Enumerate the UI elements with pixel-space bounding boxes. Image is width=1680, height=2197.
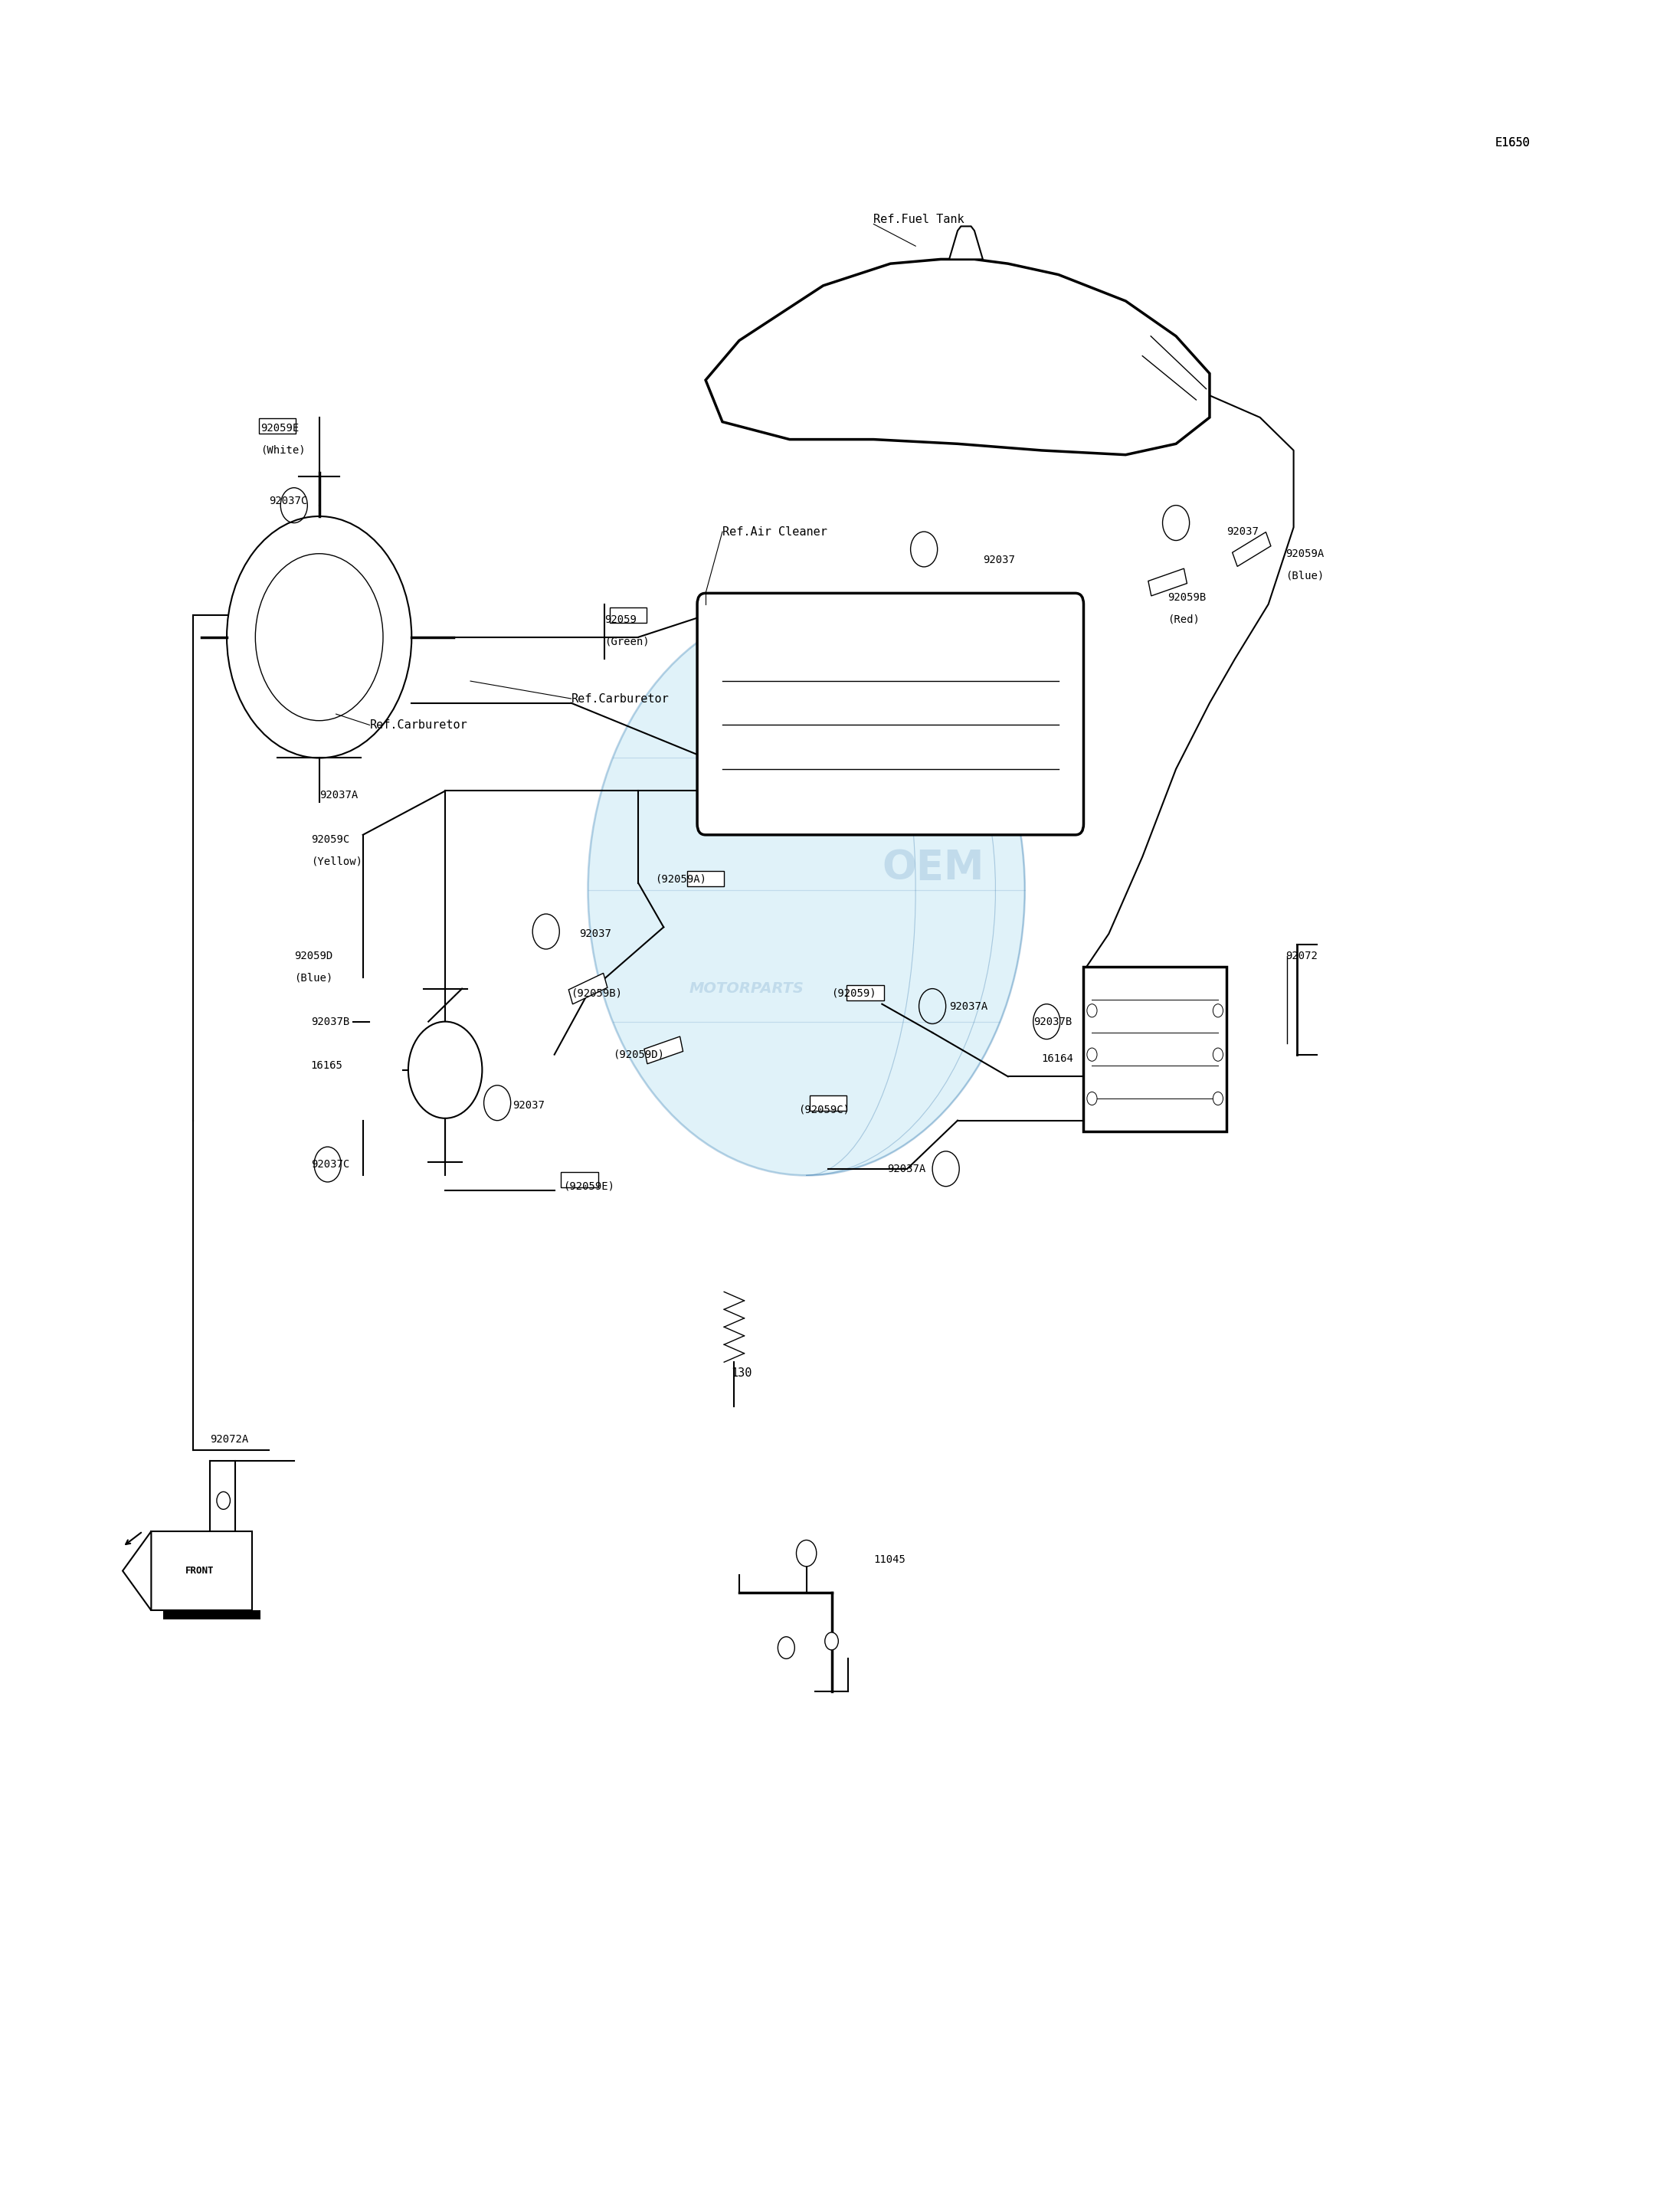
Circle shape	[1213, 1048, 1223, 1061]
Text: MOTORPARTS: MOTORPARTS	[689, 982, 803, 995]
Text: E1650: E1650	[1495, 136, 1530, 149]
Circle shape	[825, 1632, 838, 1650]
Circle shape	[227, 516, 412, 758]
Text: 92037: 92037	[512, 1101, 544, 1109]
Text: OEM: OEM	[882, 848, 984, 888]
Text: 11045: 11045	[874, 1555, 906, 1564]
Text: FRONT: FRONT	[185, 1566, 215, 1575]
Text: 92059C: 92059C	[311, 835, 349, 844]
Circle shape	[778, 1637, 795, 1659]
Circle shape	[1087, 1092, 1097, 1105]
Text: 92059E: 92059E	[260, 424, 299, 433]
Text: 16165: 16165	[311, 1061, 343, 1070]
Text: 92059: 92059	[605, 615, 637, 624]
Text: 92059D: 92059D	[294, 951, 333, 960]
Polygon shape	[706, 259, 1210, 455]
Text: Ref.Fuel Tank: Ref.Fuel Tank	[874, 213, 964, 226]
Text: 92072: 92072	[1285, 951, 1317, 960]
Polygon shape	[949, 226, 983, 259]
Text: 92037A: 92037A	[949, 1002, 988, 1011]
Polygon shape	[151, 1531, 252, 1610]
Text: 92037: 92037	[1226, 527, 1258, 536]
Text: (92059B): (92059B)	[571, 989, 623, 997]
Text: 92037C: 92037C	[269, 497, 307, 505]
FancyBboxPatch shape	[697, 593, 1084, 835]
Circle shape	[408, 1022, 482, 1118]
Text: 130: 130	[731, 1367, 751, 1380]
Text: 92072A: 92072A	[210, 1435, 249, 1443]
Polygon shape	[561, 1173, 598, 1186]
Text: (Yellow): (Yellow)	[311, 857, 363, 866]
Text: 92037C: 92037C	[311, 1160, 349, 1169]
Polygon shape	[847, 984, 884, 1000]
Text: 92037B: 92037B	[1033, 1017, 1072, 1026]
Polygon shape	[1147, 569, 1188, 595]
Text: (Green): (Green)	[605, 637, 650, 646]
Text: 92037B: 92037B	[311, 1017, 349, 1026]
Text: 92037: 92037	[580, 929, 612, 938]
Text: (92059A): (92059A)	[655, 874, 707, 883]
Polygon shape	[810, 1096, 847, 1112]
Polygon shape	[163, 1610, 260, 1619]
Polygon shape	[1233, 532, 1270, 567]
Circle shape	[1087, 1004, 1097, 1017]
Text: (92059C): (92059C)	[798, 1105, 850, 1114]
Text: 92059A: 92059A	[1285, 549, 1324, 558]
Circle shape	[1087, 1048, 1097, 1061]
Text: (Blue): (Blue)	[1285, 571, 1324, 580]
Polygon shape	[568, 973, 608, 1004]
Text: 92037A: 92037A	[319, 791, 358, 800]
Circle shape	[217, 1492, 230, 1509]
Polygon shape	[123, 1531, 151, 1610]
Text: (92059D): (92059D)	[613, 1050, 665, 1059]
Circle shape	[1213, 1004, 1223, 1017]
Bar	[1084, 967, 1226, 1131]
Text: (Red): (Red)	[1168, 615, 1200, 624]
Polygon shape	[687, 872, 724, 885]
Text: (92059): (92059)	[832, 989, 877, 997]
Text: (92059E): (92059E)	[563, 1182, 615, 1191]
Text: 92037A: 92037A	[887, 1164, 926, 1173]
Text: 92059B: 92059B	[1168, 593, 1206, 602]
Circle shape	[796, 1540, 816, 1566]
Polygon shape	[259, 417, 296, 435]
Polygon shape	[643, 1037, 684, 1063]
Text: 92037: 92037	[983, 556, 1015, 565]
Text: 16164: 16164	[1042, 1055, 1074, 1063]
Polygon shape	[610, 609, 647, 624]
Text: Ref.Carburetor: Ref.Carburetor	[370, 718, 467, 732]
Text: Ref.Carburetor: Ref.Carburetor	[571, 692, 669, 705]
Circle shape	[588, 604, 1025, 1175]
Text: Ref.Air Cleaner: Ref.Air Cleaner	[722, 525, 827, 538]
Text: (Blue): (Blue)	[294, 973, 333, 982]
Circle shape	[1213, 1092, 1223, 1105]
Text: E1650: E1650	[1495, 136, 1530, 149]
Text: (White): (White)	[260, 446, 306, 455]
